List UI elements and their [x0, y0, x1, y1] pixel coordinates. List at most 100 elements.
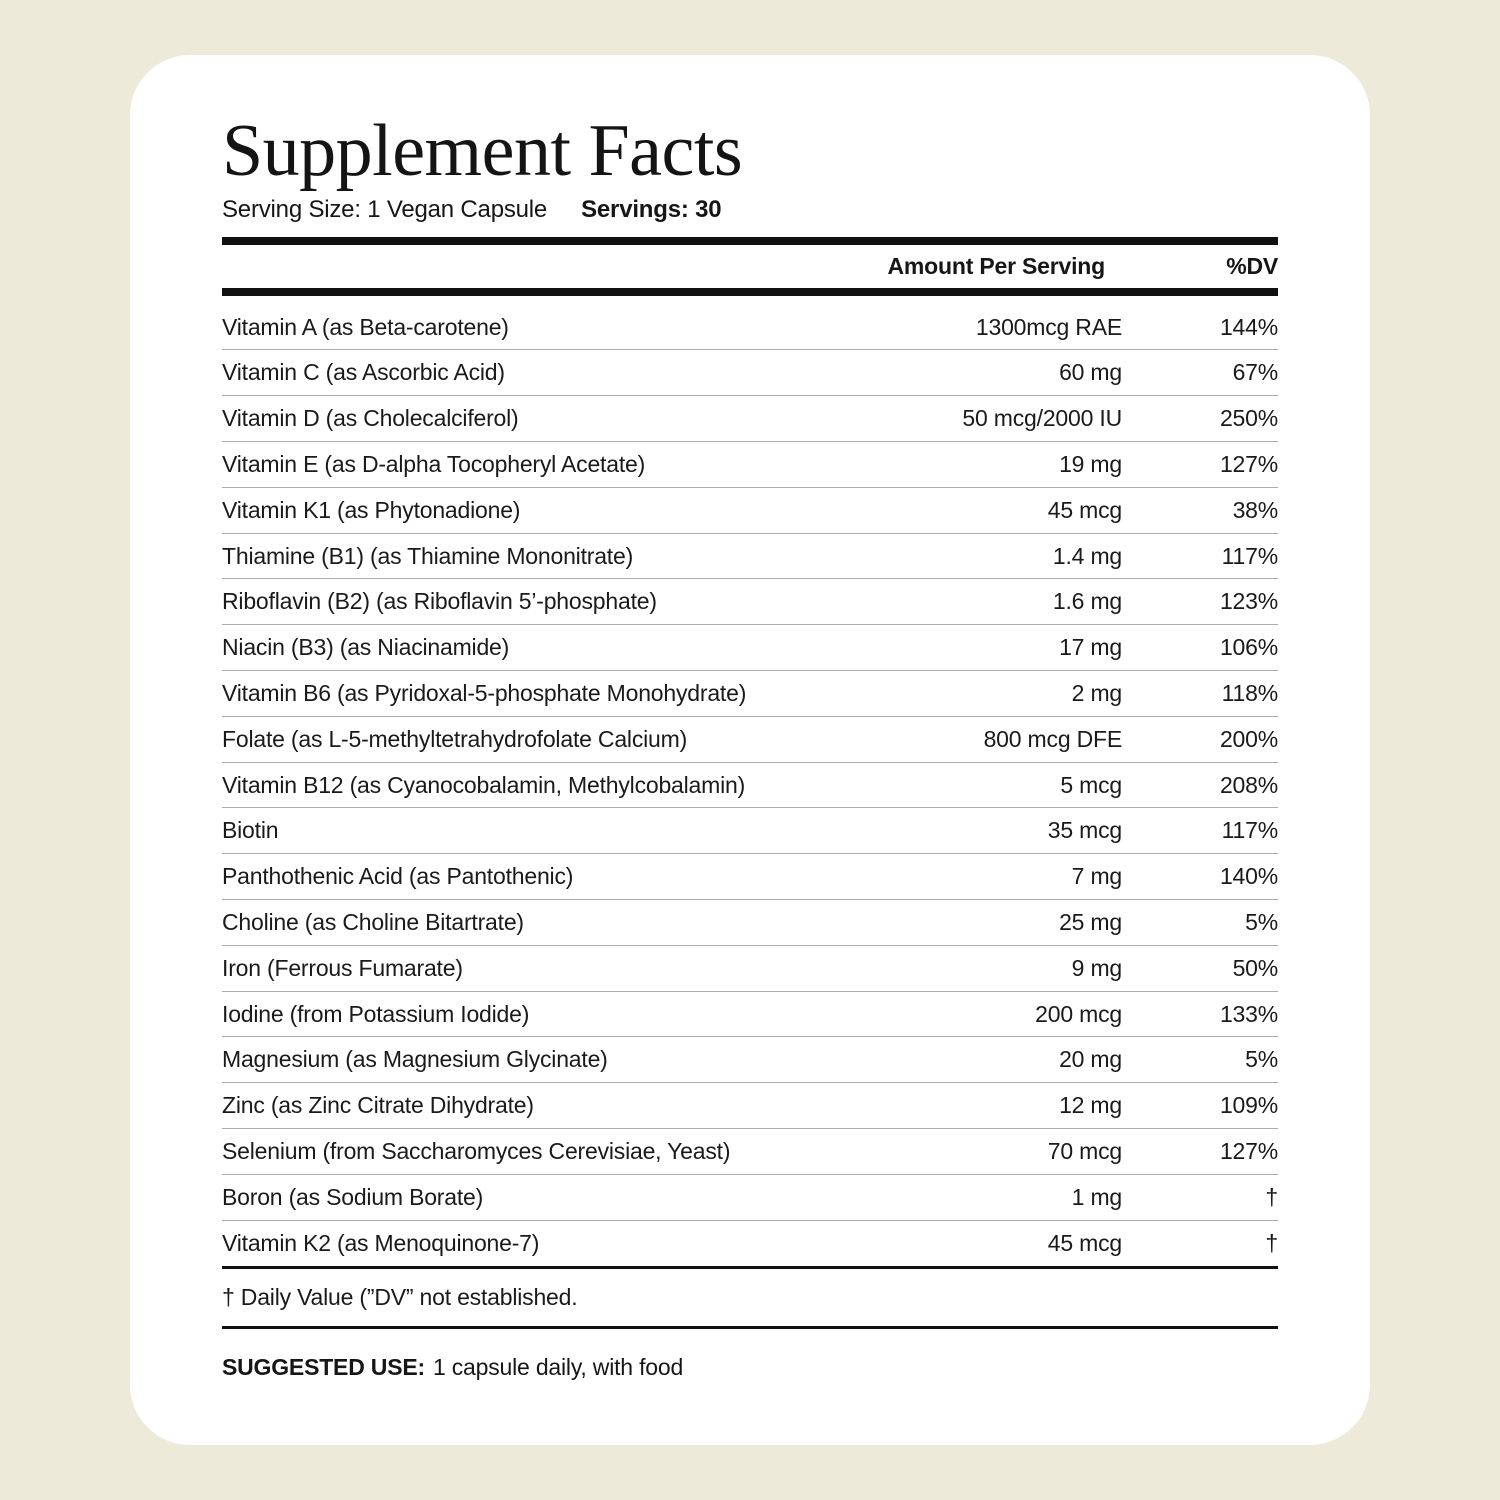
top-rule — [222, 236, 1278, 245]
column-header-dv: %DV — [1226, 252, 1278, 279]
nutrient-name: Boron (as Sodium Borate) — [222, 1183, 484, 1210]
nutrient-name: Magnesium (as Magnesium Glycinate) — [222, 1046, 608, 1073]
nutrient-dv: 118% — [1221, 679, 1279, 706]
nutrient-amount: 5 mcg — [1060, 771, 1122, 798]
nutrient-dv: 5% — [1245, 1046, 1278, 1073]
nutrient-amount: 70 mcg — [1047, 1137, 1122, 1164]
nutrient-name: Vitamin C (as Ascorbic Acid) — [222, 359, 505, 386]
suggested-use-label: SUGGESTED USE: — [222, 1354, 425, 1381]
nutrient-amount: 17 mg — [1059, 634, 1122, 661]
table-row: Boron (as Sodium Borate) 1 mg † — [222, 1175, 1278, 1221]
table-row: Folate (as L-5-methyltetrahydrofolate Ca… — [222, 717, 1278, 763]
nutrient-dv: 5% — [1245, 908, 1278, 935]
nutrient-dv: † — [1265, 1183, 1278, 1210]
nutrient-name: Vitamin B12 (as Cyanocobalamin, Methylco… — [222, 771, 746, 798]
table-row: Vitamin C (as Ascorbic Acid) 60 mg 67% — [222, 350, 1279, 397]
nutrient-amount: 50 mcg/2000 IU — [962, 405, 1122, 432]
nutrient-dv: 127% — [1219, 450, 1278, 477]
table-row: Magnesium (as Magnesium Glycinate) 20 mg… — [222, 1037, 1278, 1084]
nutrient-dv: 250% — [1219, 405, 1278, 432]
nutrient-dv: 117% — [1221, 817, 1279, 844]
column-header-amount: Amount Per Serving — [887, 252, 1106, 279]
table-row: Iodine (from Potassium Iodide) 200 mcg 1… — [222, 992, 1278, 1038]
table-row: Vitamin E (as D-alpha Tocopheryl Acetate… — [222, 442, 1278, 488]
nutrient-name: Selenium (from Saccharomyces Cerevisiae,… — [222, 1137, 731, 1164]
table-row: Zinc (as Zinc Citrate Dihydrate) 12 mg 1… — [222, 1083, 1278, 1130]
nutrient-name: Biotin — [222, 817, 279, 844]
nutrient-amount: 9 mg — [1071, 954, 1123, 981]
footnote-row: † Daily Value (”DV” not established. — [222, 1269, 1278, 1326]
nutrient-name: Thiamine (B1) (as Thiamine Mononitrate) — [222, 542, 634, 569]
table-row: Riboflavin (B2) (as Riboflavin 5’-phosph… — [222, 579, 1278, 626]
nutrient-amount: 12 mg — [1059, 1092, 1122, 1119]
nutrient-dv: 208% — [1219, 771, 1278, 798]
table-bottom-rule — [222, 1266, 1278, 1270]
table-row: Vitamin D (as Cholecalciferol) 50 mcg/20… — [222, 396, 1278, 443]
nutrient-amount: 20 mg — [1059, 1046, 1122, 1073]
nutrient-name: Vitamin B6 (as Pyridoxal-5-phosphate Mon… — [222, 679, 747, 706]
nutrient-name: Iodine (from Potassium Iodide) — [222, 1000, 530, 1027]
nutrient-amount: 45 mcg — [1047, 1230, 1122, 1257]
table-row: Niacin (B3) (as Niacinamide) 17 mg 106% — [222, 625, 1278, 672]
serving-size-text: Serving Size: 1 Vegan Capsule — [222, 195, 548, 223]
nutrient-amount: 45 mcg — [1047, 496, 1122, 523]
nutrient-name: Panthothenic Acid (as Pantothenic) — [222, 863, 574, 890]
footnote-bottom-rule — [222, 1326, 1278, 1330]
nutrient-dv: 123% — [1219, 588, 1278, 615]
header-rule — [222, 287, 1278, 296]
nutrient-dv: 109% — [1219, 1092, 1278, 1119]
daily-value-footnote: † Daily Value (”DV” not established. — [222, 1284, 578, 1311]
nutrient-amount: 1.4 mg — [1052, 542, 1122, 569]
table-row: Biotin 35 mcg 117% — [222, 808, 1279, 855]
table-row: Vitamin A (as Beta-carotene) 1300mcg RAE… — [222, 305, 1278, 351]
nutrient-amount: 1300mcg RAE — [975, 313, 1122, 340]
table-row: Iron (Ferrous Fumarate) 9 mg 50% — [222, 946, 1278, 992]
serving-info: Serving Size: 1 Vegan Capsule Servings: … — [222, 195, 1278, 224]
nutrient-amount: 1 mg — [1071, 1183, 1123, 1210]
suggested-use-row: SUGGESTED USE: 1 capsule daily, with foo… — [222, 1353, 1278, 1382]
page-title: Supplement Facts — [222, 110, 743, 192]
nutrient-amount: 800 mcg DFE — [983, 725, 1123, 752]
nutrient-name: Choline (as Choline Bitartrate) — [222, 908, 524, 935]
nutrient-name: Iron (Ferrous Fumarate) — [222, 954, 463, 981]
nutrient-amount: 60 mg — [1059, 359, 1122, 386]
nutrient-dv: 133% — [1219, 1000, 1278, 1027]
table-row: Selenium (from Saccharomyces Cerevisiae,… — [222, 1129, 1278, 1175]
table-row: Choline (as Choline Bitartrate) 25 mg 5% — [222, 900, 1278, 946]
table-header-row: Amount Per Serving %DV — [222, 245, 1279, 288]
nutrient-name: Vitamin K2 (as Menoquinone-7) — [222, 1230, 540, 1257]
nutrient-dv: 200% — [1219, 725, 1278, 752]
nutrient-amount: 200 mcg — [1035, 1000, 1122, 1027]
nutrient-amount: 19 mg — [1059, 450, 1122, 477]
nutrient-name: Niacin (B3) (as Niacinamide) — [222, 634, 510, 661]
nutrient-dv: 140% — [1219, 863, 1278, 890]
nutrient-name: Riboflavin (B2) (as Riboflavin 5’-phosph… — [222, 588, 657, 615]
nutrient-name: Zinc (as Zinc Citrate Dihydrate) — [222, 1092, 534, 1119]
table-row: Vitamin K1 (as Phytonadione) 45 mcg 38% — [222, 488, 1278, 534]
table-row: Vitamin B12 (as Cyanocobalamin, Methylco… — [222, 763, 1278, 809]
nutrient-name: Vitamin D (as Cholecalciferol) — [222, 405, 519, 432]
nutrient-amount: 1.6 mg — [1052, 588, 1122, 615]
servings-count-text: Servings: 30 — [581, 195, 722, 223]
table-row: Panthothenic Acid (as Pantothenic) 7 mg … — [222, 854, 1278, 901]
nutrient-name: Vitamin K1 (as Phytonadione) — [222, 496, 521, 523]
nutrient-name: Folate (as L-5-methyltetrahydrofolate Ca… — [222, 725, 688, 752]
table-row: Thiamine (B1) (as Thiamine Mononitrate) … — [222, 534, 1278, 580]
nutrient-name: Vitamin E (as D-alpha Tocopheryl Acetate… — [222, 450, 646, 477]
nutrient-amount: 2 mg — [1071, 679, 1123, 706]
nutrient-dv: 67% — [1232, 359, 1279, 386]
nutrient-dv: 50% — [1232, 954, 1279, 981]
table-row: Vitamin K2 (as Menoquinone-7) 45 mcg † — [222, 1221, 1278, 1267]
table-body: Vitamin A (as Beta-carotene) 1300mcg RAE… — [222, 296, 1278, 1267]
nutrient-amount: 25 mg — [1059, 908, 1122, 935]
supplement-facts-card: Supplement Facts Serving Size: 1 Vegan C… — [130, 55, 1370, 1445]
nutrient-dv: 144% — [1219, 313, 1278, 340]
table-row: Vitamin B6 (as Pyridoxal-5-phosphate Mon… — [222, 671, 1278, 717]
nutrient-dv: 38% — [1232, 496, 1279, 523]
suggested-use-text: 1 capsule daily, with food — [432, 1354, 684, 1381]
nutrient-dv: 117% — [1221, 542, 1279, 569]
nutrient-amount: 35 mcg — [1047, 817, 1122, 844]
nutrient-dv: 127% — [1219, 1137, 1278, 1164]
nutrient-dv: † — [1265, 1230, 1278, 1257]
